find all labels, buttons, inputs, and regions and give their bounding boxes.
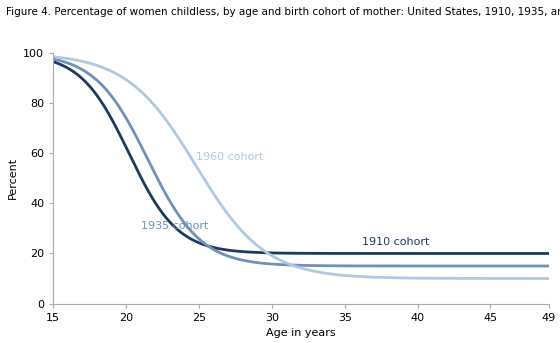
Text: 1935 cohort: 1935 cohort xyxy=(141,221,208,231)
Text: Figure 4. Percentage of women childless, by age and birth cohort of mother: Unit: Figure 4. Percentage of women childless,… xyxy=(6,7,560,17)
X-axis label: Age in years: Age in years xyxy=(266,328,336,338)
Text: 1910 cohort: 1910 cohort xyxy=(362,237,430,247)
Y-axis label: Percent: Percent xyxy=(8,157,17,199)
Text: 1960 cohort: 1960 cohort xyxy=(196,152,263,162)
